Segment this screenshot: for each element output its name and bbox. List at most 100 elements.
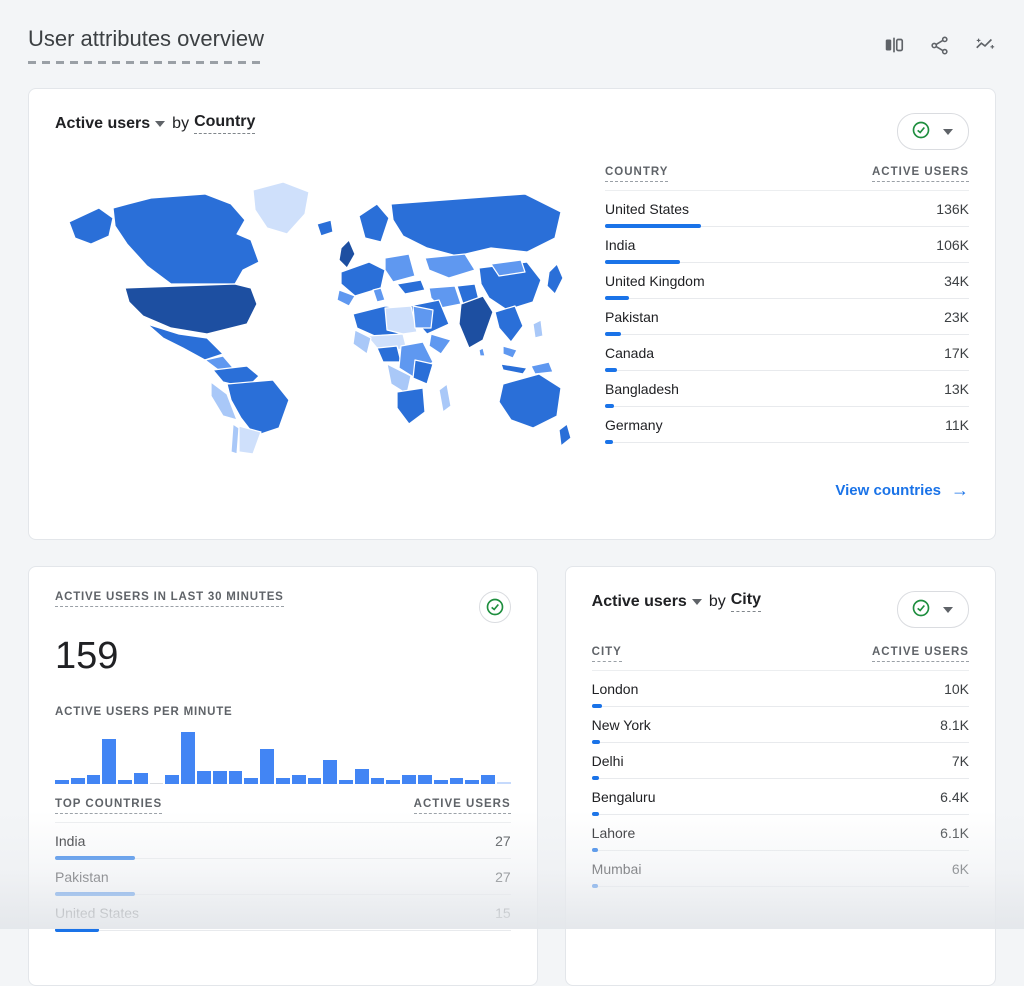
metric-selector[interactable]: Active users (591, 592, 687, 610)
minute-bar (370, 777, 385, 784)
map-region-southeast-asia[interactable] (494, 305, 524, 343)
map-region-malaysia[interactable] (502, 345, 518, 359)
column-header-city[interactable]: CITY (591, 646, 622, 662)
map-region-nigeria[interactable] (376, 345, 402, 363)
table-row: Bangladesh 13K (605, 371, 969, 408)
row-country-name: United Kingdom (605, 272, 705, 289)
view-countries-link[interactable]: View countries (835, 480, 969, 501)
row-active-users-value: 8.1K (940, 716, 969, 733)
table-row: Canada 17K (605, 335, 969, 372)
row-value-bar (605, 332, 621, 336)
per-minute-chart-label: ACTIVE USERS PER MINUTE (55, 706, 233, 718)
insights-icon[interactable] (974, 34, 996, 56)
map-region-japan[interactable] (546, 263, 564, 295)
map-region-india[interactable] (458, 295, 494, 349)
column-header-active-users[interactable]: ACTIVE USERS (871, 646, 969, 662)
table-row: India 27 (55, 823, 511, 860)
map-region-eastern-europe[interactable] (384, 253, 416, 283)
row-value-bar (591, 740, 600, 744)
map-region-greenland[interactable] (252, 181, 310, 235)
map-region-peru[interactable] (210, 381, 238, 421)
map-region-alaska[interactable] (68, 207, 114, 245)
minute-bar (165, 775, 180, 784)
column-header-active-users[interactable]: ACTIVE USERS (413, 798, 511, 814)
row-active-users-value: 23K (944, 308, 969, 325)
map-region-mongolia[interactable] (490, 259, 526, 277)
share-icon[interactable] (929, 35, 950, 56)
table-row: Pakistan 23K (605, 299, 969, 336)
city-table: CITY ACTIVE USERS London 10K New York (591, 646, 969, 888)
map-region-canada[interactable] (112, 193, 260, 285)
map-region-mexico[interactable] (146, 323, 224, 361)
map-region-united-kingdom[interactable] (338, 239, 356, 269)
map-region-iceland[interactable] (316, 219, 334, 237)
row-city-name: Lahore (591, 824, 636, 841)
map-region-central-asia[interactable] (424, 253, 476, 279)
map-region-italy[interactable] (372, 287, 386, 303)
table-row: London 10K (591, 671, 969, 708)
column-header-country[interactable]: COUNTRY (605, 166, 669, 182)
data-quality-button[interactable] (478, 591, 511, 623)
map-region-argentina[interactable] (238, 425, 262, 455)
page-header: User attributes overview (28, 26, 996, 64)
map-region-china[interactable] (478, 261, 542, 311)
map-region-iberia[interactable] (336, 289, 356, 307)
map-region-united-states[interactable] (124, 283, 258, 335)
row-active-users-value: 6K (951, 860, 969, 877)
map-region-horn-of-africa[interactable] (428, 333, 452, 355)
map-region-turkey[interactable] (396, 279, 426, 295)
map-region-west-africa[interactable] (352, 329, 372, 355)
minute-bar (102, 738, 117, 784)
map-region-east-africa[interactable] (412, 359, 434, 385)
map-region-scandinavia[interactable] (358, 203, 390, 243)
map-region-new-zealand[interactable] (558, 423, 572, 447)
map-region-chile[interactable] (230, 423, 240, 455)
map-region-south-africa[interactable] (396, 387, 426, 425)
column-header-active-users[interactable]: ACTIVE USERS (872, 166, 969, 182)
dimension-city-link[interactable]: City (730, 591, 761, 612)
minute-bar (86, 775, 101, 784)
city-table-rows: London 10K New York 8.1K Delhi (591, 671, 969, 888)
column-header-top-countries[interactable]: TOP COUNTRIES (55, 798, 163, 814)
map-region-indonesia-east[interactable] (530, 361, 554, 375)
row-active-users-value: 27 (495, 832, 511, 849)
row-value-bar (605, 260, 680, 264)
page-title: User attributes overview (28, 26, 264, 64)
metric-selector[interactable]: Active users (55, 114, 151, 132)
row-value-bar (55, 892, 135, 896)
active-users-by-city-card: Active users by City CITY (564, 566, 996, 986)
map-region-egypt[interactable] (412, 305, 434, 329)
data-quality-dropdown-button[interactable] (897, 113, 969, 150)
table-row: Mumbai 6K (591, 851, 969, 888)
map-region-philippines[interactable] (532, 319, 544, 339)
map-region-madagascar[interactable] (438, 383, 452, 413)
chevron-down-icon (943, 128, 953, 135)
check-circle-icon (911, 598, 931, 621)
country-table: COUNTRY ACTIVE USERS United States 136K … (605, 166, 969, 456)
dimension-country-link[interactable]: Country (194, 113, 256, 134)
minute-bar (449, 777, 464, 784)
map-region-indonesia-west[interactable] (500, 363, 528, 375)
map-region-sri-lanka[interactable] (478, 347, 486, 357)
row-active-users-value: 136K (936, 200, 969, 217)
realtime-label[interactable]: ACTIVE USERS IN LAST 30 MINUTES (55, 591, 284, 607)
map-region-russia[interactable] (390, 193, 562, 257)
map-region-brazil[interactable] (226, 379, 290, 437)
table-row: India 106K (605, 227, 969, 264)
row-value-bar (55, 856, 135, 860)
header-actions (883, 26, 996, 56)
minute-bar (244, 777, 259, 784)
minute-bar (260, 749, 274, 784)
active-users-count: 159 (55, 635, 119, 677)
comparison-icon[interactable] (883, 34, 905, 56)
active-users-per-minute-chart[interactable] (55, 732, 511, 784)
table-row: New York 8.1K (591, 707, 969, 744)
row-country-name: United States (605, 200, 690, 217)
map-region-libya[interactable] (384, 305, 418, 335)
data-quality-dropdown-button[interactable] (896, 591, 969, 628)
world-choropleth-map[interactable] (55, 166, 575, 456)
card-title: Active users by City (592, 591, 761, 612)
map-region-australia[interactable] (498, 373, 562, 429)
table-row: Germany 11K (605, 407, 969, 444)
